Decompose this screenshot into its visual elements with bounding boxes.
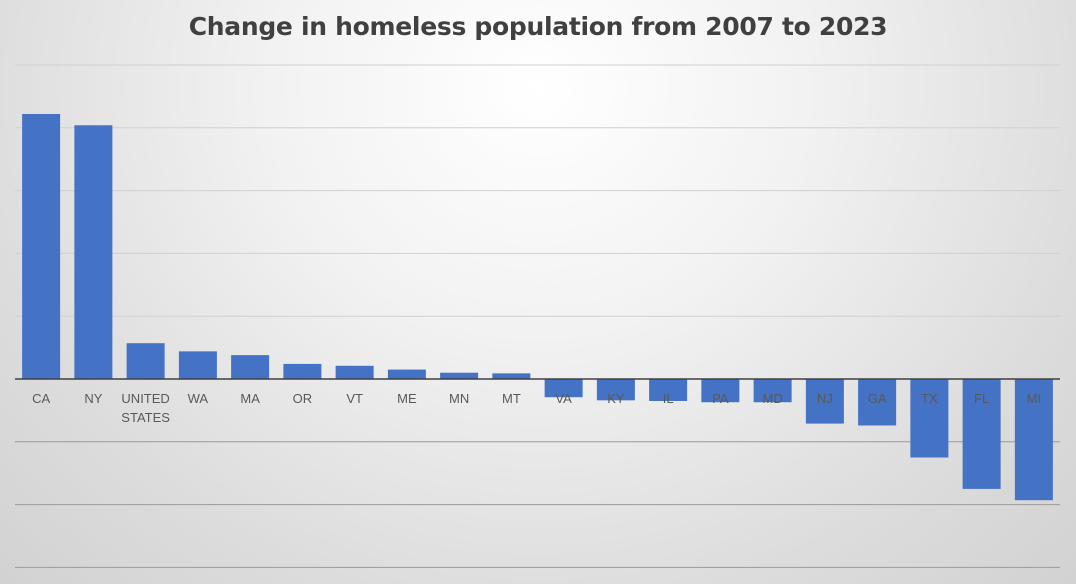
bar-ny: [74, 125, 113, 380]
category-label: IL: [663, 391, 674, 406]
chart-title: Change in homeless population from 2007 …: [188, 12, 888, 41]
category-label: VT: [346, 391, 363, 406]
category-label: UNITED STATES: [121, 391, 170, 425]
gridlines: [15, 64, 1060, 568]
category-label: ME: [397, 391, 417, 406]
category-label: MI: [1027, 391, 1041, 406]
category-label: NY: [84, 391, 102, 406]
category-label: KY: [607, 391, 625, 406]
bar-mi: [1014, 379, 1053, 501]
bar-ga: [858, 379, 897, 426]
category-labels: CA NY UNITED STATES WA MA OR VT ME MN MT VA KY IL PA MD…: [32, 391, 1041, 425]
category-label: TX: [921, 391, 938, 406]
bar-va: [544, 379, 583, 398]
bar-fl: [962, 379, 1001, 489]
bar-ma: [231, 355, 270, 379]
bar-pa: [701, 379, 740, 403]
bar-or: [283, 363, 322, 379]
bar-tx: [910, 379, 949, 458]
category-label: OR: [293, 391, 313, 406]
category-label: VA: [555, 391, 572, 406]
bar-mn: [440, 372, 479, 379]
bar-ky: [596, 379, 635, 401]
category-label: WA: [188, 391, 209, 406]
bar-me: [387, 369, 426, 379]
bar-il: [649, 379, 688, 401]
bar-ca: [22, 113, 61, 379]
bars: [22, 113, 1053, 501]
category-label: MN: [449, 391, 469, 406]
bar-united-states: [126, 343, 165, 379]
bar-nj: [805, 379, 844, 424]
category-label: FL: [974, 391, 989, 406]
category-label: MT: [502, 391, 521, 406]
category-label: MD: [763, 391, 783, 406]
bar-md: [753, 379, 792, 403]
category-label: PA: [712, 391, 729, 406]
bar-wa: [178, 351, 217, 379]
category-label: GA: [868, 391, 887, 406]
bar-mt: [492, 373, 531, 379]
bar-vt: [335, 365, 374, 379]
category-label: MA: [240, 391, 260, 406]
category-label: CA: [32, 391, 50, 406]
category-label: NJ: [817, 391, 833, 406]
